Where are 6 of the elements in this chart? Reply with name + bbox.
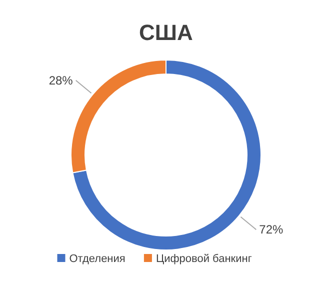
chart-title: США	[139, 20, 194, 45]
donut-slice	[72, 60, 262, 250]
data-label: 72%	[259, 222, 284, 237]
legend-label: Цифровой банкинг	[156, 253, 252, 265]
data-label: 28%	[48, 73, 74, 88]
legend-label: Отделения	[69, 253, 126, 265]
